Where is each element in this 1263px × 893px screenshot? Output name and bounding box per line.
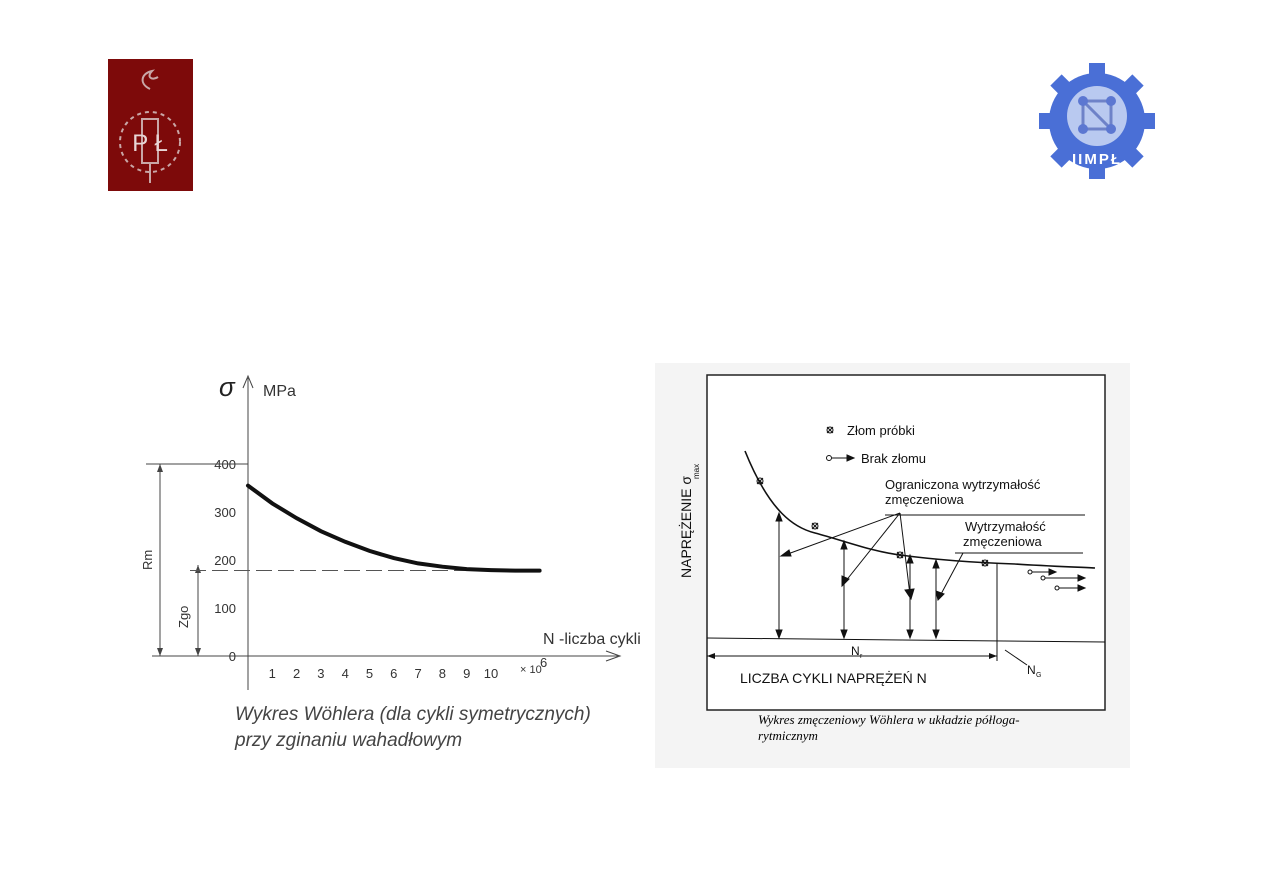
zgo-label: Zgo xyxy=(176,606,191,628)
legend-label-fracture: Złom próbki xyxy=(847,423,915,438)
x-tick-label-4: 4 xyxy=(342,666,349,681)
pointer-line-3 xyxy=(899,512,911,596)
x-axis-arrow xyxy=(605,650,622,662)
nr-label: N xyxy=(851,644,860,658)
annotation-fatigue-2: zmęczeniowa xyxy=(963,534,1043,549)
ng-sub: G xyxy=(1036,672,1041,679)
x-tick-label-7: 7 xyxy=(414,666,421,681)
y-tick-label-0: 0 xyxy=(229,649,236,664)
rm-arrow-top xyxy=(157,464,163,472)
right-caption-line1: Wykres zmęczeniowy Wöhlera w układzie pó… xyxy=(758,712,1020,727)
woehler-curve xyxy=(246,483,542,573)
zgo-arrow-top xyxy=(195,565,201,573)
ng-pointer-line xyxy=(1004,649,1028,666)
annotation-fatigue-1: Wytrzymałość xyxy=(965,519,1046,534)
zgo-arrow-bottom xyxy=(195,648,201,656)
n-dimension-arrow-left xyxy=(707,653,715,659)
woehler-chart-linear: σ MPa N -liczba cykli × 10 6 0 100 200 300 4… xyxy=(130,360,660,760)
chart-frame xyxy=(706,374,1106,711)
logo-politechnika-lodzka: P Ł xyxy=(108,59,193,191)
y-tick-label-100: 100 xyxy=(214,601,236,616)
rm-arrow-bottom xyxy=(157,648,163,656)
logo-iimpl: IIMPŁ xyxy=(1037,61,1157,181)
y-axis-label: NAPRĘŻENIE σ xyxy=(677,476,694,578)
x-tick-label-5: 5 xyxy=(366,666,373,681)
y-axis-arrow xyxy=(242,374,254,389)
left-caption-line2: przy zginaniu wahadłowym xyxy=(235,730,463,751)
left-caption: Wykres Wöhlera (dla cykli symetrycznych)… xyxy=(235,702,591,754)
y-axis-label-sub: max xyxy=(692,464,701,479)
fracture-points xyxy=(756,477,989,567)
n-dimension-arrow-right xyxy=(989,653,997,659)
y-axis-symbol: σ xyxy=(219,372,236,402)
cross-marker-icon xyxy=(826,426,834,434)
arrow-marker-icon xyxy=(826,454,856,462)
pointer-line-4 xyxy=(939,552,964,597)
legend-label-no-fracture: Brak złomu xyxy=(861,451,926,466)
fracture-point-4 xyxy=(981,559,989,567)
woehler-chart-semilog: NAPRĘŻENIE σ max Złom próbki Brak złomu … xyxy=(655,363,1130,768)
x-tick-label-3: 3 xyxy=(317,666,324,681)
annotation-limited-strength-2: zmęczeniowa xyxy=(885,492,965,507)
x-tick-label-10: 10 xyxy=(484,666,498,681)
legend-item-no-fracture: Brak złomu xyxy=(826,451,926,466)
ng-label: N xyxy=(1027,663,1036,677)
runout-arrows xyxy=(1027,568,1087,592)
x-tick-label-8: 8 xyxy=(439,666,446,681)
pointer-line-1 xyxy=(784,512,901,556)
fracture-point-1 xyxy=(756,477,764,485)
y-tick-label-200: 200 xyxy=(214,553,236,568)
logo-pl-text: P Ł xyxy=(132,130,168,157)
y-axis-unit: MPa xyxy=(263,383,296,400)
right-caption-line2: rytmicznym xyxy=(758,728,818,743)
fracture-point-3 xyxy=(896,551,904,559)
annotation-limited-strength-1: Ograniczona wytrzymałość xyxy=(885,477,1041,492)
right-caption: Wykres zmęczeniowy Wöhlera w układzie pó… xyxy=(758,712,1020,744)
legend-item-fracture: Złom próbki xyxy=(826,423,915,438)
n-axis-line xyxy=(706,637,1106,643)
x-tick-label-9: 9 xyxy=(463,666,470,681)
x-axis-multiplier: × 10 xyxy=(520,664,542,676)
x-axis-label: LICZBA CYKLI NAPRĘŻEŃ N xyxy=(740,669,927,686)
x-tick-label-6: 6 xyxy=(390,666,397,681)
x-axis-multiplier-exp: 6 xyxy=(540,655,547,670)
rm-label: Rm xyxy=(140,550,155,570)
nr-sub: r xyxy=(860,653,863,660)
x-tick-label-2: 2 xyxy=(293,666,300,681)
x-axis-label: N -liczba cykli xyxy=(543,631,641,648)
pointer-line-2 xyxy=(844,512,901,583)
fracture-point-2 xyxy=(811,522,819,530)
y-tick-label-300: 300 xyxy=(214,505,236,520)
x-tick-label-1: 1 xyxy=(269,666,276,681)
logo-iimpl-text: IIMPŁ xyxy=(1072,151,1122,168)
left-caption-line1: Wykres Wöhlera (dla cykli symetrycznych) xyxy=(235,704,591,725)
